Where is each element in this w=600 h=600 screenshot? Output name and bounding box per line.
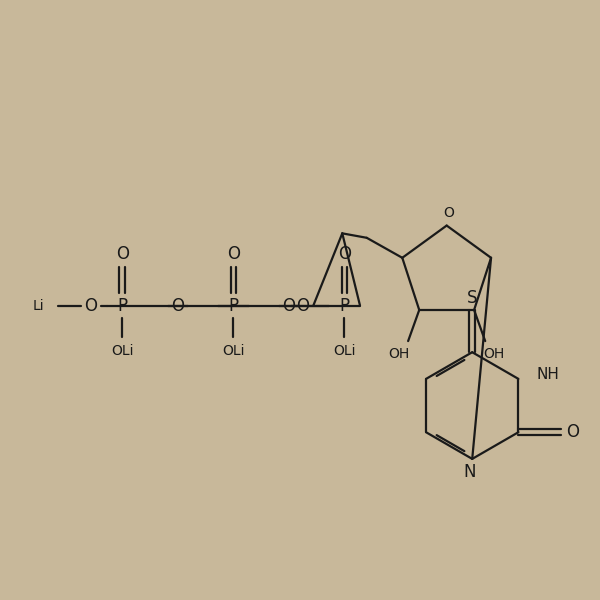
Text: O: O bbox=[227, 245, 240, 263]
Text: S: S bbox=[467, 289, 478, 307]
Text: OH: OH bbox=[389, 347, 410, 361]
Text: OLi: OLi bbox=[111, 344, 133, 358]
Text: OLi: OLi bbox=[333, 344, 356, 358]
Text: O: O bbox=[296, 296, 309, 314]
Text: Li: Li bbox=[33, 299, 44, 313]
Text: O: O bbox=[566, 423, 580, 441]
Text: O: O bbox=[283, 296, 295, 314]
Text: P: P bbox=[340, 296, 350, 314]
Text: OH: OH bbox=[484, 347, 505, 361]
Text: O: O bbox=[85, 296, 98, 314]
Text: OLi: OLi bbox=[222, 344, 245, 358]
Text: P: P bbox=[117, 296, 127, 314]
Text: P: P bbox=[228, 296, 238, 314]
Text: O: O bbox=[171, 296, 184, 314]
Text: NH: NH bbox=[536, 367, 559, 382]
Text: O: O bbox=[338, 245, 351, 263]
Text: N: N bbox=[464, 463, 476, 481]
Text: O: O bbox=[443, 206, 454, 220]
Text: O: O bbox=[116, 245, 129, 263]
